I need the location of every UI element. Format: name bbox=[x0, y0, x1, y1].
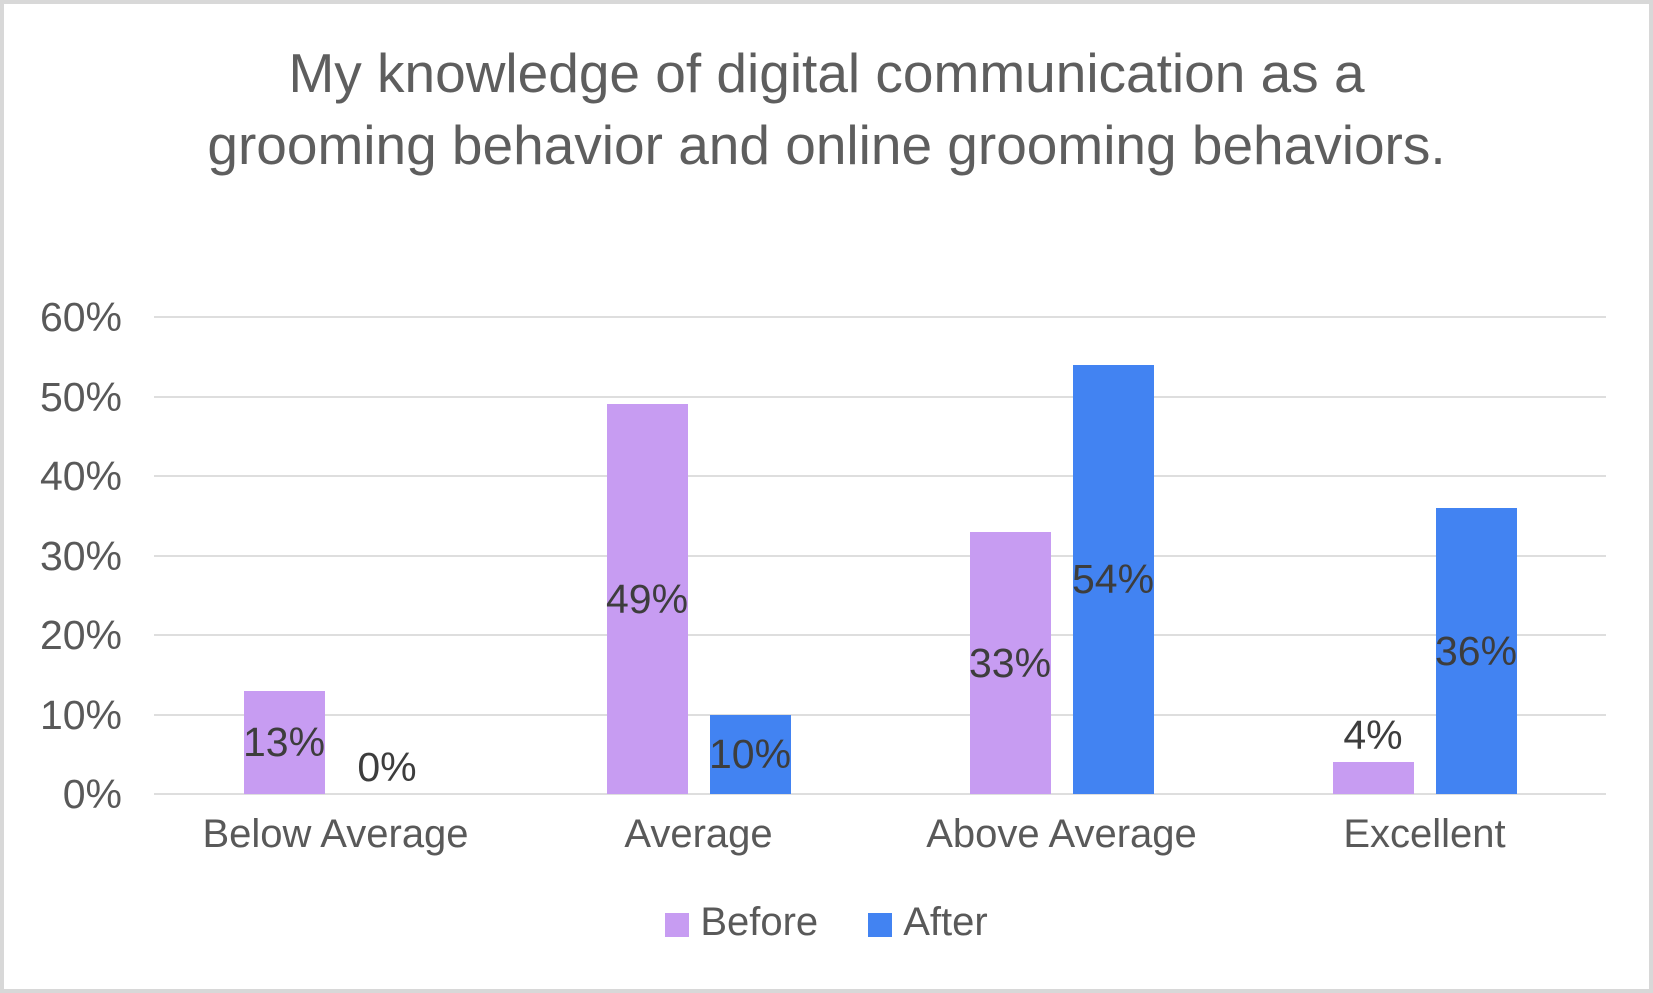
legend-item-after: After bbox=[868, 900, 988, 945]
gridline-0 bbox=[154, 793, 1606, 795]
y-axis-tick-label: 40% bbox=[39, 453, 122, 499]
data-label-before-average: 49% bbox=[605, 576, 689, 623]
bar-after-excellent bbox=[1435, 507, 1517, 794]
gridline-50 bbox=[154, 395, 1606, 398]
y-axis-tick-label: 0% bbox=[62, 771, 122, 817]
data-label-before-excellent: 4% bbox=[1343, 712, 1403, 759]
bar-after-above-average bbox=[1072, 364, 1154, 794]
legend-label-after: After bbox=[903, 900, 988, 944]
legend-swatch-after-icon bbox=[868, 912, 893, 937]
data-label-after-excellent: 36% bbox=[1434, 627, 1518, 674]
gridline-30 bbox=[154, 554, 1606, 557]
data-label-after-above-average: 54% bbox=[1071, 556, 1155, 603]
y-axis-tick-label: 50% bbox=[39, 373, 122, 420]
data-label-before-above-average: 33% bbox=[968, 639, 1052, 686]
bar-before-excellent bbox=[1332, 762, 1414, 794]
gridline-20 bbox=[154, 634, 1606, 636]
data-label-after-average: 10% bbox=[708, 731, 792, 778]
x-axis-category-label-average: Average bbox=[624, 812, 773, 856]
legend-item-before: Before bbox=[665, 900, 818, 945]
legend-swatch-before-icon bbox=[665, 912, 690, 937]
y-axis-tick-label: 60% bbox=[39, 294, 122, 340]
gridline-10 bbox=[154, 713, 1606, 716]
legend: Before After bbox=[4, 900, 1649, 945]
y-axis-tick-label: 10% bbox=[39, 691, 122, 738]
data-label-after-below-average: 0% bbox=[357, 744, 417, 790]
bar-before-below-average bbox=[243, 690, 325, 794]
bar-before-average bbox=[606, 404, 688, 794]
data-label-before-below-average: 13% bbox=[242, 719, 326, 766]
gridline-60 bbox=[154, 316, 1606, 318]
legend-label-before: Before bbox=[700, 900, 819, 944]
gridline-40 bbox=[154, 475, 1606, 477]
chart-title: My knowledge of digital communication as… bbox=[207, 42, 1446, 176]
x-axis-category-label-above-average: Above Average bbox=[926, 812, 1197, 856]
x-axis-category-label-excellent: Excellent bbox=[1343, 812, 1506, 856]
bar-before-above-average bbox=[969, 531, 1051, 794]
x-axis-category-label-below-average: Below Average bbox=[202, 812, 469, 856]
bar-after-average bbox=[709, 714, 791, 794]
y-axis-tick-label: 30% bbox=[39, 532, 122, 579]
plot-area: 0% 10% 20% 30% 40% 50% 60% 13% 0% Below Average 49… bbox=[40, 294, 1606, 856]
y-axis-tick-label: 20% bbox=[39, 612, 122, 658]
